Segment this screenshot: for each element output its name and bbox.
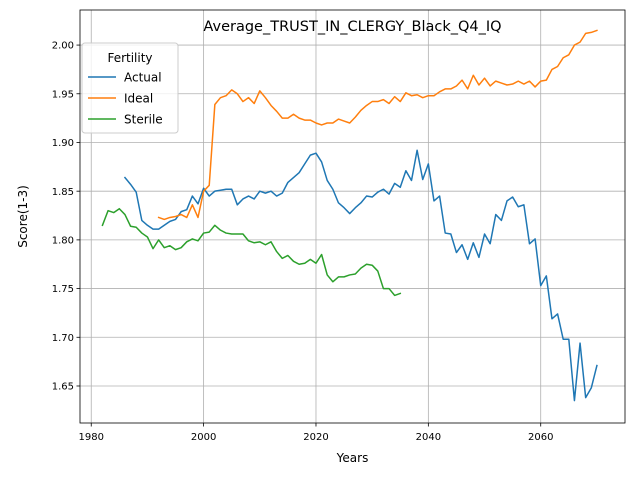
- y-tick-label: 1.80: [52, 235, 74, 246]
- y-tick-label: 1.85: [52, 187, 74, 198]
- chart-title: Average_TRUST_IN_CLERGY_Black_Q4_IQ: [203, 19, 501, 35]
- legend-entries: Actual Ideal Sterile: [88, 70, 163, 126]
- legend-title: Fertility: [107, 51, 152, 65]
- x-tick-label: 2060: [528, 432, 553, 443]
- y-tick-label: 1.95: [52, 89, 74, 100]
- series-line-actual: [123, 149, 598, 402]
- y-tick-label: 1.90: [52, 138, 74, 149]
- series-line-sterile: [101, 207, 402, 297]
- x-tick-label: 2000: [191, 432, 216, 443]
- y-axis-label: Score(1-3): [16, 185, 30, 248]
- legend-label-ideal: Ideal: [124, 91, 153, 105]
- series-layer: [101, 29, 598, 402]
- y-tick-label: 1.75: [52, 284, 74, 295]
- x-tick-label: 1980: [79, 432, 104, 443]
- legend: Fertility Actual Ideal Sterile: [81, 42, 179, 134]
- legend-label-actual: Actual: [124, 70, 162, 84]
- tick-layer: 1980 2000 2020 2040 2060 1.65 1.70 1.75 1.80 1.85…: [52, 41, 554, 443]
- x-axis-label: Years: [336, 451, 369, 465]
- legend-box: [81, 42, 179, 134]
- y-tick-label: 2.00: [52, 41, 74, 52]
- plot-frame: [79, 9, 626, 424]
- series-line-ideal: [157, 29, 598, 221]
- x-tick-label: 2040: [416, 432, 441, 443]
- x-tick-label: 2020: [303, 432, 328, 443]
- legend-label-sterile: Sterile: [124, 112, 163, 126]
- y-tick-label: 1.70: [52, 333, 74, 344]
- y-tick-label: 1.65: [52, 382, 74, 393]
